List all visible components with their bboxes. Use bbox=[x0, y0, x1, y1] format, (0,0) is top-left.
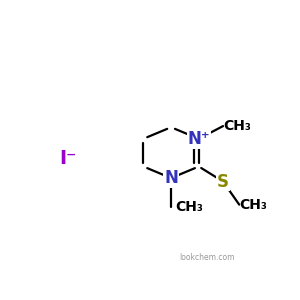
Text: CH₃: CH₃ bbox=[239, 198, 267, 212]
Text: I⁻: I⁻ bbox=[60, 149, 77, 168]
Text: N: N bbox=[164, 169, 178, 187]
Text: N⁺: N⁺ bbox=[188, 130, 210, 148]
Text: CH₃: CH₃ bbox=[176, 200, 204, 214]
Text: S: S bbox=[217, 172, 229, 190]
Text: lookchem.com: lookchem.com bbox=[179, 253, 235, 262]
Text: CH₃: CH₃ bbox=[223, 119, 251, 133]
